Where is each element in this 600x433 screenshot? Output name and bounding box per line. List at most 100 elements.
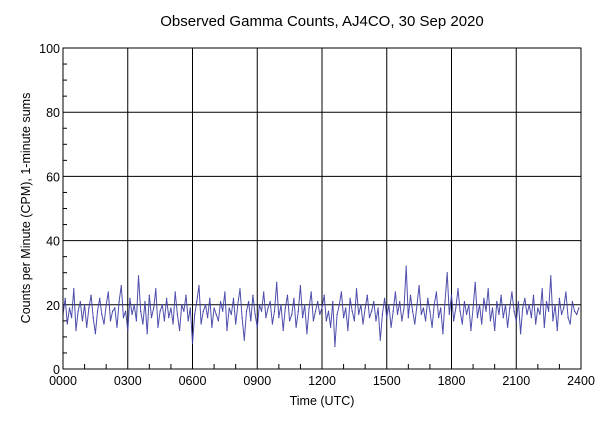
- cpm-data-point: [105, 304, 107, 306]
- cpm-data-point: [412, 310, 414, 312]
- cpm-data-point: [485, 310, 487, 312]
- cpm-data-point: [444, 300, 446, 303]
- cpm-data-point: [556, 329, 558, 332]
- cpm-data-point: [483, 297, 485, 299]
- cpm-data-point: [75, 329, 77, 332]
- cpm-data-point: [191, 342, 194, 344]
- cpm-data-point: [386, 317, 388, 319]
- cpm-data-point: [388, 304, 390, 306]
- cpm-data-point: [263, 291, 265, 293]
- cpm-data-point: [243, 339, 245, 341]
- cpm-data-point: [280, 304, 282, 306]
- cpm-data-point: [66, 323, 68, 325]
- cpm-data-point: [427, 297, 429, 299]
- cpm-data-point: [148, 294, 150, 296]
- cpm-data-point: [127, 329, 129, 332]
- cpm-data-point: [509, 307, 511, 309]
- cpm-data-point: [144, 300, 146, 303]
- cpm-data-point: [478, 304, 481, 306]
- cpm-data-point: [474, 281, 476, 283]
- cpm-data-point: [183, 310, 185, 312]
- cpm-data-point: [178, 329, 181, 332]
- cpm-data-point: [86, 326, 88, 328]
- cpm-data-point: [109, 320, 112, 322]
- cpm-data-point: [336, 313, 338, 316]
- cpm-data-point: [431, 326, 433, 328]
- cpm-data-point: [112, 310, 114, 312]
- cpm-data-point: [498, 313, 500, 316]
- cpm-data-point: [513, 310, 515, 312]
- cpm-data-point: [349, 297, 351, 299]
- cpm-data-point: [487, 288, 489, 290]
- cpm-data-point: [254, 313, 256, 316]
- cpm-data-point: [88, 307, 90, 309]
- cpm-data-point: [528, 304, 530, 306]
- cpm-data-point: [325, 320, 327, 322]
- cpm-data-point: [226, 329, 228, 332]
- cpm-data-point: [457, 288, 459, 290]
- cpm-data-point: [265, 317, 267, 319]
- cpm-data-point: [563, 307, 565, 309]
- cpm-data-point: [500, 294, 502, 296]
- cpm-data-point: [396, 313, 399, 316]
- cpm-data-point: [418, 284, 420, 287]
- cpm-data-point: [526, 313, 528, 316]
- cpm-series-line: [62, 266, 580, 347]
- cpm-data-point: [189, 307, 191, 309]
- cpm-data-point: [245, 310, 248, 312]
- cpm-data-point: [429, 310, 431, 312]
- cpm-data-point: [83, 304, 86, 306]
- cpm-data-point: [153, 307, 155, 309]
- cpm-data-point: [437, 317, 440, 319]
- x-tick-label: 2400: [567, 374, 595, 388]
- cpm-data-point: [353, 320, 355, 322]
- cpm-data-point: [340, 291, 343, 293]
- cpm-data-point: [390, 326, 392, 328]
- cpm-data-point: [301, 317, 304, 319]
- cpm-data-point: [522, 307, 524, 309]
- x-tick-label: 0000: [49, 374, 77, 388]
- cpm-data-point: [239, 288, 241, 290]
- cpm-data-point: [235, 323, 237, 325]
- cpm-data-point: [539, 313, 541, 316]
- cpm-data-point: [347, 329, 349, 332]
- cpm-data-point: [282, 329, 284, 332]
- cpm-data-point: [373, 300, 375, 303]
- cpm-data-point: [209, 297, 211, 299]
- cpm-data-point: [558, 297, 561, 299]
- cpm-data-point: [392, 310, 394, 312]
- cpm-data-point: [379, 339, 381, 341]
- cpm-data-point: [435, 291, 437, 293]
- cpm-data-point: [181, 304, 183, 306]
- cpm-data-point: [250, 320, 252, 322]
- cpm-data-point: [64, 297, 66, 299]
- cpm-data-point: [135, 320, 137, 322]
- y-tick-label: 20: [46, 299, 60, 313]
- cpm-data-point: [146, 333, 148, 335]
- cpm-data-point: [491, 307, 494, 309]
- cpm-data-point: [420, 313, 422, 316]
- cpm-data-point: [224, 291, 226, 293]
- cpm-data-point: [252, 294, 254, 296]
- cpm-data-point: [228, 307, 230, 309]
- cpm-data-point: [530, 317, 532, 319]
- cpm-data-point: [578, 307, 580, 309]
- cpm-data-point: [273, 310, 276, 312]
- cpm-data-point: [364, 307, 366, 309]
- cpm-data-point: [463, 300, 466, 303]
- cpm-data-point: [194, 313, 196, 316]
- cpm-data-point: [537, 307, 539, 309]
- cpm-data-point: [461, 323, 463, 325]
- cpm-data-point: [565, 291, 567, 293]
- cpm-data-point: [422, 307, 425, 309]
- cpm-data-point: [122, 317, 125, 319]
- cpm-data-point: [310, 291, 312, 293]
- cpm-data-point: [211, 326, 213, 328]
- cpm-data-point: [163, 320, 166, 322]
- cpm-data-point: [314, 310, 317, 312]
- y-tick-label: 60: [46, 170, 60, 184]
- cpm-data-point: [276, 281, 278, 283]
- cpm-data-point: [450, 294, 453, 296]
- cpm-data-point: [405, 265, 407, 267]
- y-tick-label: 100: [39, 42, 60, 56]
